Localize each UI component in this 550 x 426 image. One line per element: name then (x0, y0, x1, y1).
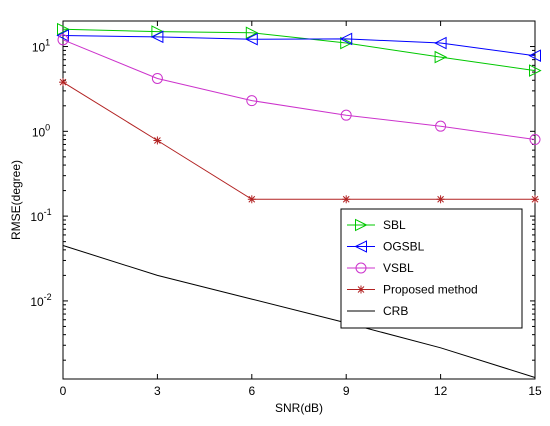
star-marker (531, 195, 539, 204)
legend-item: OGSBL (347, 240, 425, 254)
triangle-right-marker (529, 64, 542, 77)
star-marker (357, 285, 365, 294)
legend-label: SBL (383, 218, 406, 232)
triangle-left-marker (354, 240, 367, 253)
triangle-right-marker (355, 218, 368, 232)
legend-item: Proposed method (347, 283, 478, 297)
triangle-left-marker (433, 36, 447, 50)
circle-marker (529, 134, 541, 146)
series-line (62, 81, 535, 200)
circle-marker (57, 34, 69, 46)
series-layer (56, 22, 542, 378)
y-axis-title: RMSE(degree) (9, 160, 23, 240)
legend-label: OGSBL (383, 240, 425, 254)
legend-label: CRB (383, 304, 408, 318)
series-proposed-method (59, 78, 539, 204)
star-marker (342, 195, 351, 204)
series-line (62, 39, 536, 140)
y-tick-label: 100 (32, 122, 50, 139)
circle-marker (435, 120, 447, 132)
legend: SBL OGSBL VSBL Proposed method CRB (340, 208, 523, 329)
triangle-right-marker (340, 36, 353, 50)
circle-marker (355, 262, 367, 274)
series-line (62, 245, 536, 378)
y-tick-label: 101 (32, 38, 50, 55)
x-axis-title: SNR(dB) (275, 401, 323, 415)
triangle-left-marker (339, 32, 353, 46)
triangle-left-marker (56, 29, 69, 42)
circle-marker (340, 109, 352, 121)
star-marker (436, 195, 445, 204)
x-axis: 0 3 6 9 12 15 (60, 21, 542, 398)
triangle-right-marker (434, 50, 448, 64)
series-sbl (57, 22, 542, 77)
triangle-left-marker (528, 49, 541, 62)
legend-item: VSBL (347, 261, 414, 275)
x-tick-label: 12 (434, 384, 448, 398)
triangle-left-marker (150, 30, 164, 44)
triangle-right-marker (245, 26, 259, 40)
legend-label: VSBL (383, 261, 414, 275)
x-tick-label: 6 (248, 384, 255, 398)
series-vsbl (57, 34, 541, 146)
series-crb (62, 245, 536, 378)
x-tick-label: 0 (60, 384, 67, 398)
x-tick-label: 9 (343, 384, 350, 398)
series-line (62, 28, 536, 72)
circle-marker (151, 72, 163, 84)
series-ogsbl (56, 29, 541, 62)
x-tick-label: 3 (154, 384, 161, 398)
star-marker (247, 195, 256, 204)
star-marker (59, 78, 67, 87)
y-axis: 10-2 10-1 100 101 (30, 20, 535, 361)
legend-label: Proposed method (383, 283, 478, 297)
triangle-left-marker (245, 32, 258, 46)
y-tick-label: 10-2 (30, 292, 51, 309)
legend-item: CRB (347, 304, 408, 318)
star-marker (153, 136, 162, 145)
y-tick-label: 10-1 (30, 207, 51, 224)
triangle-right-marker (57, 22, 70, 36)
circle-marker (246, 95, 258, 107)
series-line (62, 35, 536, 57)
x-tick-label: 15 (528, 384, 542, 398)
legend-item: SBL (347, 218, 406, 232)
